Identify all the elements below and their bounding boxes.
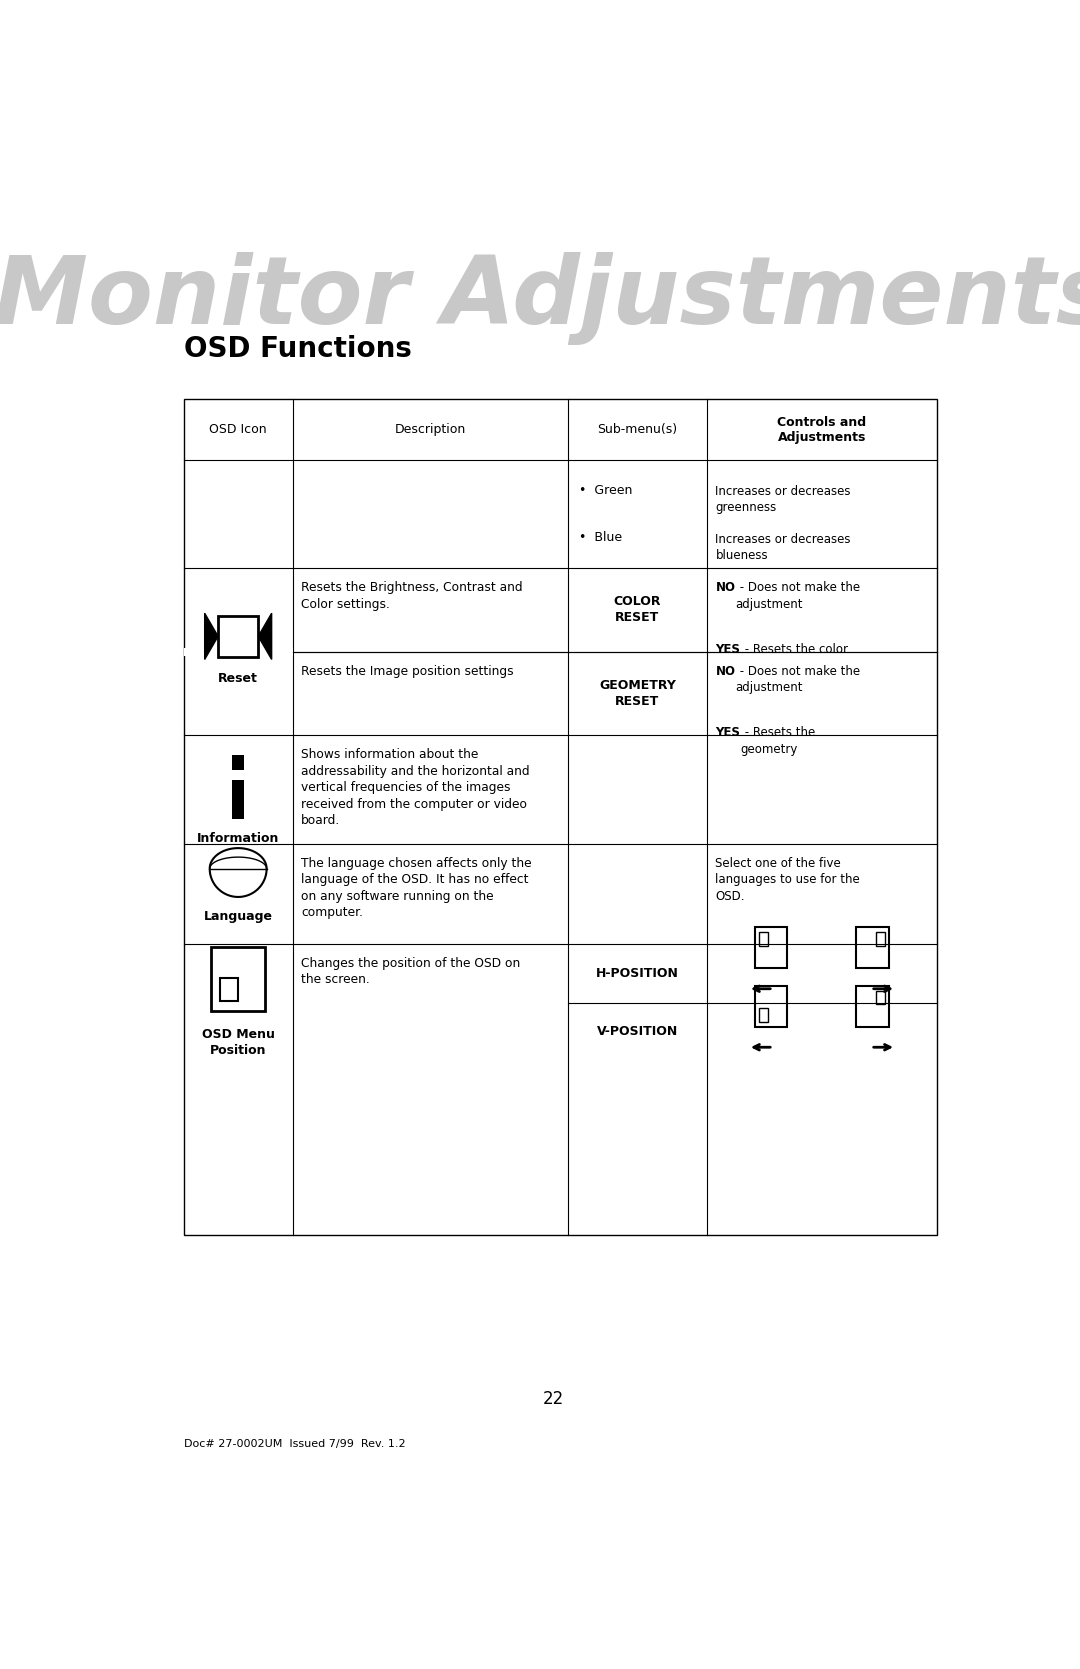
Text: Monitor Adjustments: Monitor Adjustments [0, 252, 1080, 345]
Text: Increases or decreases
greenness: Increases or decreases greenness [715, 486, 851, 514]
Bar [184, 399, 936, 1235]
Polygon shape [205, 613, 218, 659]
Text: OSD Menu
Position: OSD Menu Position [202, 1028, 274, 1056]
Polygon shape [210, 848, 267, 896]
Text: NO: NO [715, 581, 735, 594]
Text: •  Green: • Green [579, 484, 632, 496]
Text: OSD Functions: OSD Functions [184, 335, 411, 364]
Text: V-POSITION: V-POSITION [597, 1025, 678, 1038]
Bar [755, 986, 787, 1026]
Text: 22: 22 [543, 1390, 564, 1409]
Bar [218, 616, 258, 658]
Text: Sub-menu(s): Sub-menu(s) [597, 422, 677, 436]
Text: Resets the Image position settings: Resets the Image position settings [301, 664, 514, 678]
Bar [232, 754, 244, 769]
Bar [219, 978, 239, 1001]
Text: - Does not make the
adjustment: - Does not make the adjustment [735, 664, 860, 694]
Text: Shows information about the
addressability and the horizontal and
vertical frequ: Shows information about the addressabili… [301, 748, 530, 828]
Text: Description: Description [394, 422, 465, 436]
Text: - Resets the color: - Resets the color [741, 643, 848, 656]
Text: Controls and
Adjustments: Controls and Adjustments [778, 416, 866, 444]
Text: GEOMETRY
RESET: GEOMETRY RESET [599, 679, 676, 708]
Text: Language: Language [204, 910, 272, 923]
Text: Reset: Reset [218, 673, 258, 686]
Text: Increases or decreases
blueness: Increases or decreases blueness [715, 532, 851, 562]
Text: The language chosen affects only the
language of the OSD. It has no effect
on an: The language chosen affects only the lan… [301, 856, 531, 920]
Text: - Resets the
geometry: - Resets the geometry [741, 726, 814, 756]
Bar [232, 781, 244, 819]
Text: Information: Information [197, 831, 280, 845]
Text: Changes the position of the OSD on
the screen.: Changes the position of the OSD on the s… [301, 956, 521, 986]
Text: Resets the Brightness, Contrast and
Color settings.: Resets the Brightness, Contrast and Colo… [301, 581, 523, 611]
Bar [758, 1008, 768, 1021]
Bar [758, 933, 768, 946]
Bar [876, 991, 886, 1005]
Bar [755, 926, 787, 968]
Bar [184, 648, 293, 656]
Bar [856, 986, 889, 1026]
Polygon shape [258, 613, 272, 659]
Text: - Does not make the
adjustment: - Does not make the adjustment [735, 581, 860, 611]
Text: NO: NO [715, 664, 735, 678]
Bar [212, 946, 265, 1011]
Bar [856, 926, 889, 968]
Text: OSD Icon: OSD Icon [210, 422, 267, 436]
Text: H-POSITION: H-POSITION [596, 966, 679, 980]
Text: COLOR
RESET: COLOR RESET [613, 596, 661, 624]
Bar [876, 933, 886, 946]
Text: YES: YES [715, 643, 740, 656]
Text: YES: YES [715, 726, 740, 739]
Text: •  Blue: • Blue [579, 531, 622, 544]
Text: Select one of the five
languages to use for the
OSD.: Select one of the five languages to use … [715, 856, 860, 903]
Text: Doc# 27-0002UM  Issued 7/99  Rev. 1.2: Doc# 27-0002UM Issued 7/99 Rev. 1.2 [184, 1439, 405, 1449]
